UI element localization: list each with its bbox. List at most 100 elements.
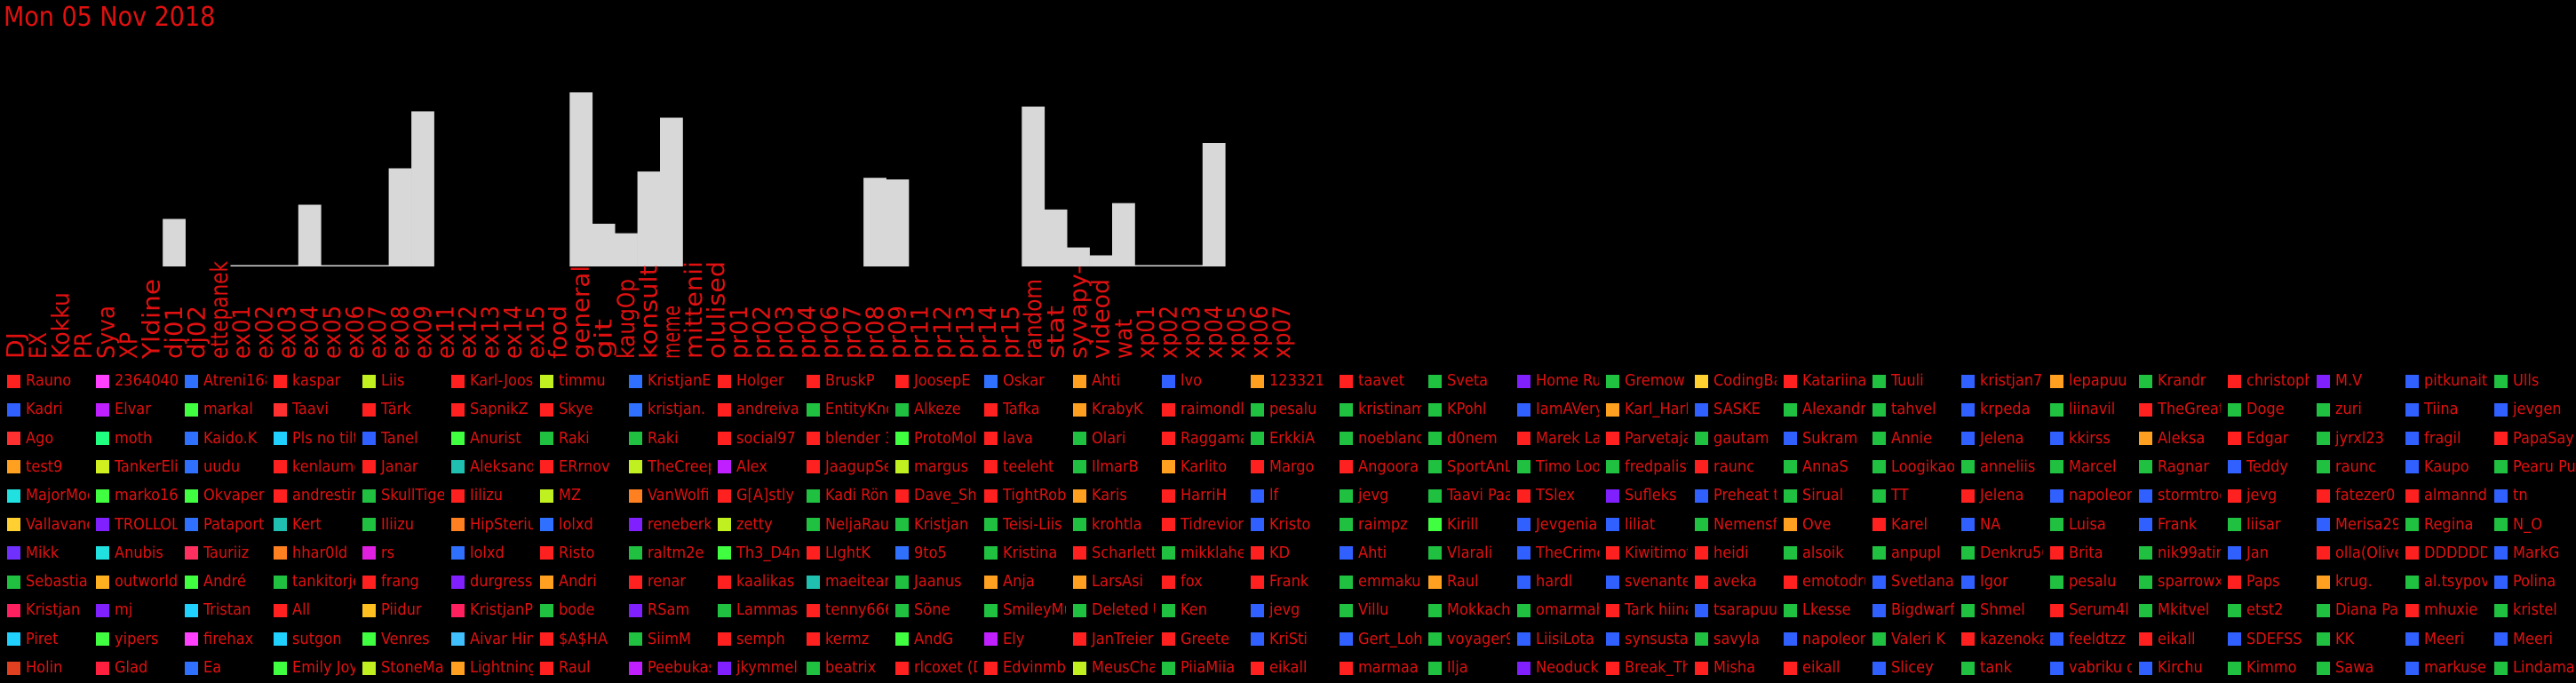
legend-item: TankerElite: [96, 452, 178, 482]
legend-swatch: [2405, 432, 2419, 446]
legend-swatch: [2139, 460, 2152, 474]
legend-item: Polina: [2494, 567, 2576, 597]
legend-label: yipers: [115, 629, 159, 648]
legend-label: Aleksande: [470, 457, 533, 476]
legend-label: moth: [115, 428, 153, 448]
legend-swatch: [1428, 432, 1442, 446]
legend-label: Alkeze: [914, 400, 961, 419]
legend-item: Shmel: [1961, 595, 2043, 625]
legend-item: kermz: [807, 624, 888, 655]
legend-item: JaagupSel: [807, 452, 888, 482]
legend-label: NeljaRaudi: [825, 514, 888, 534]
legend-label: MajorMoe: [26, 486, 89, 505]
legend-swatch: [895, 460, 909, 474]
legend-item: bode: [540, 595, 622, 625]
tick-label-xp07: xp07: [1268, 306, 1296, 359]
legend-swatch: [1872, 632, 1886, 647]
legend-label: Igor: [1980, 572, 2008, 592]
legend-item: Peebukas: [629, 653, 711, 683]
legend-label: lf: [1269, 486, 1279, 505]
legend-item: Igor: [1961, 567, 2043, 597]
legend-item: zetty: [718, 510, 799, 540]
legend-item: Deleted Us: [1073, 595, 1155, 625]
legend-swatch: [1428, 460, 1442, 474]
legend-swatch: [540, 632, 553, 647]
legend-label: 23640400: [115, 371, 178, 390]
legend-item: Kiwitimot: [1606, 538, 1688, 568]
legend-swatch: [1251, 518, 1264, 531]
legend-item: Home Run: [1517, 366, 1599, 396]
legend-swatch: [629, 603, 642, 617]
legend-label: Brita: [2069, 543, 2103, 562]
bar-pr08: [863, 178, 886, 266]
legend-item: N_O: [2494, 510, 2576, 540]
legend-label: TheCrimes: [1536, 543, 1599, 562]
legend-swatch: [1517, 402, 1530, 417]
legend-label: Ilja: [1447, 658, 1468, 677]
legend-label: rs: [381, 543, 395, 562]
legend-swatch: [2317, 460, 2330, 474]
legend-item: Piret: [7, 624, 89, 655]
legend-swatch: [984, 661, 998, 675]
legend-swatch: [1428, 575, 1442, 589]
legend-label: durgress: [470, 572, 533, 592]
legend-label: eikall: [1269, 658, 1308, 677]
legend-label: kristel: [2513, 600, 2557, 620]
legend-item: maeiteami: [807, 567, 888, 597]
legend-item: Lammas: [718, 595, 799, 625]
legend-label: VanWolfing: [648, 486, 711, 505]
legend-item: social97: [718, 424, 799, 454]
legend-item: fatezer0: [2317, 480, 2398, 511]
tick-label-pr02: pr02: [749, 306, 776, 359]
legend-swatch: [2050, 460, 2063, 474]
legend-label: Marcel: [2069, 457, 2117, 476]
legend-swatch: [807, 661, 820, 675]
legend-label: IamAVeryF: [1536, 400, 1599, 419]
legend-label: vabriku di: [2069, 658, 2132, 677]
legend-label: fatezer0: [2335, 486, 2396, 505]
legend-swatch: [718, 661, 731, 675]
legend-label: Sukram: [1802, 428, 1858, 448]
legend-label: eikall: [1802, 658, 1841, 677]
legend-swatch: [7, 603, 20, 617]
legend-swatch: [2494, 460, 2508, 474]
legend-item: olla(Oliver: [2317, 538, 2398, 568]
legend-item: Kaido.K: [185, 424, 266, 454]
bar-wat: [1112, 203, 1135, 266]
legend-swatch: [1162, 402, 1175, 417]
legend-label: TSlex: [1536, 486, 1575, 505]
legend-item: Brita: [2050, 538, 2132, 568]
legend-swatch: [185, 603, 198, 617]
legend-label: kristinamm: [1358, 400, 1421, 419]
legend-item: Alexandra: [1784, 394, 1865, 425]
bar-general: [569, 92, 593, 266]
legend-item: IlmarB: [1073, 452, 1155, 482]
legend-swatch: [895, 575, 909, 589]
legend-label: Krandr: [2158, 371, 2206, 390]
legend-label: emotodrul: [1802, 572, 1865, 592]
legend-label: Diana Pac: [2335, 600, 2398, 620]
legend-item: krpeda: [1961, 394, 2043, 425]
legend-item: gautam: [1695, 424, 1777, 454]
legend-label: Ahti: [1092, 371, 1121, 390]
legend-swatch: [96, 460, 109, 474]
legend-item: lf: [1251, 480, 1332, 511]
legend-swatch: [984, 402, 998, 417]
tick-label-pr04: pr04: [794, 306, 822, 359]
legend-item: raltm2e: [629, 538, 711, 568]
legend-swatch: [2494, 661, 2508, 675]
legend-item: CodingBad: [1695, 366, 1777, 396]
legend-item: Pataport: [185, 510, 266, 540]
legend-item: outworld: [96, 567, 178, 597]
legend-swatch: [2139, 518, 2152, 531]
legend-item: AndG: [895, 624, 977, 655]
legend-label: kaspar: [292, 371, 341, 390]
tick-label-wat: wat: [1110, 319, 1138, 359]
legend-label: noeblande: [1358, 428, 1421, 448]
legend-item: Angoora J: [1340, 452, 1421, 482]
legend-label: fox: [1181, 572, 1203, 592]
legend-label: Meeri: [2513, 629, 2554, 648]
legend-item: Tristan: [185, 595, 266, 625]
legend-swatch: [2317, 488, 2330, 503]
legend-label: Söne: [914, 600, 950, 620]
